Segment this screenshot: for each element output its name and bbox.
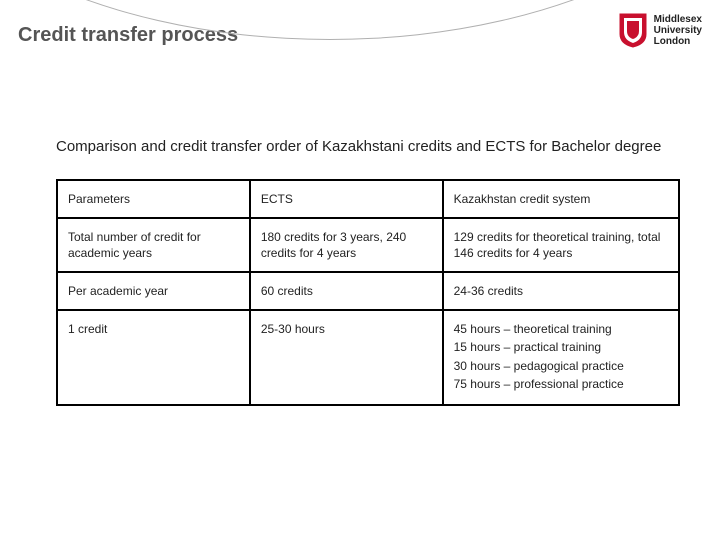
line: 15 hours – practical training: [454, 339, 668, 355]
shield-icon: [618, 12, 648, 48]
credit-table: Parameters ECTS Kazakhstan credit system…: [56, 179, 680, 407]
cell-multiline: 45 hours – theoretical training 15 hours…: [443, 310, 679, 405]
cell-header-ects: ECTS: [250, 180, 443, 218]
logo-text: Middlesex University London: [654, 14, 702, 47]
subtitle: Comparison and credit transfer order of …: [56, 137, 680, 157]
university-logo: Middlesex University London: [618, 12, 702, 48]
page-title: Credit transfer process: [18, 24, 720, 47]
cell: Total number of credit for academic year…: [57, 218, 250, 272]
cell: 25-30 hours: [250, 310, 443, 405]
logo-line3: London: [654, 36, 702, 47]
table-row: Parameters ECTS Kazakhstan credit system: [57, 180, 679, 218]
cell-header-kz: Kazakhstan credit system: [443, 180, 679, 218]
header: Credit transfer process: [0, 0, 720, 47]
cell: 180 credits for 3 years, 240 credits for…: [250, 218, 443, 272]
cell: 129 credits for theoretical training, to…: [443, 218, 679, 272]
logo-line1: Middlesex: [654, 14, 702, 25]
content-area: Comparison and credit transfer order of …: [0, 47, 720, 406]
line: 45 hours – theoretical training: [454, 321, 668, 337]
line: 75 hours – professional practice: [454, 376, 668, 392]
logo-line2: University: [654, 25, 702, 36]
table-row: 1 credit 25-30 hours 45 hours – theoreti…: [57, 310, 679, 405]
line: 30 hours – pedagogical practice: [454, 358, 668, 374]
table-row: Per academic year 60 credits 24-36 credi…: [57, 272, 679, 310]
cell: 1 credit: [57, 310, 250, 405]
cell: 24-36 credits: [443, 272, 679, 310]
cell: 60 credits: [250, 272, 443, 310]
table-row: Total number of credit for academic year…: [57, 218, 679, 272]
cell-header-parameters: Parameters: [57, 180, 250, 218]
cell: Per academic year: [57, 272, 250, 310]
